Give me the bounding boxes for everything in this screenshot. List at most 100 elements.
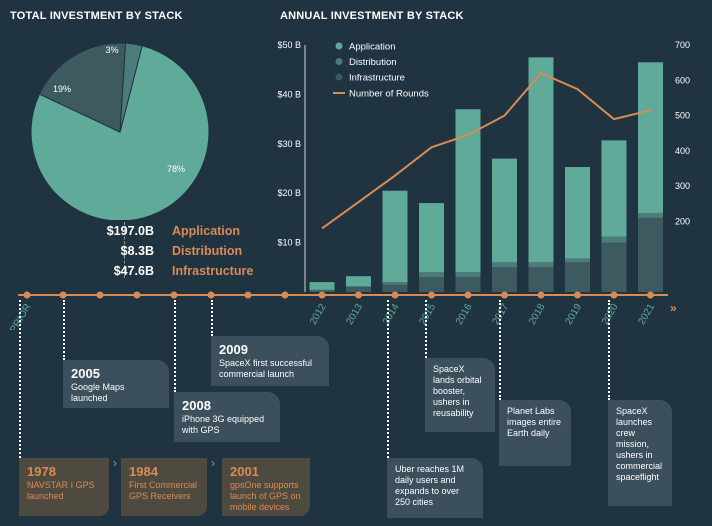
bar-infrastructure-2013: [346, 287, 371, 292]
legend-label: Application: [349, 42, 395, 53]
y2-tick-label: 200: [675, 216, 690, 226]
legend-swatch-distribution: [335, 58, 343, 65]
summary-value: $47.6B: [113, 264, 154, 278]
bar-application-2021: [638, 62, 663, 213]
timeline-dot: [501, 291, 508, 299]
bar-infrastructure-2019: [565, 262, 590, 292]
bar-application-2017: [492, 158, 517, 263]
chevron-right-icon: ›: [211, 456, 215, 470]
y2-tick-label: 700: [675, 40, 690, 50]
event-1984: 1984 First Commercial GPS Receivers: [121, 458, 207, 516]
event-text: Google Maps launched: [71, 382, 125, 403]
bar-application-2019: [565, 167, 590, 259]
event-2020: SpaceX launches crew mission, ushers in …: [608, 400, 672, 506]
bar-distribution-2017: [492, 262, 517, 268]
connector-2017: [499, 300, 501, 400]
event-text: iPhone 3G equipped with GPS: [182, 414, 265, 435]
y-tick-label: $30 B: [277, 139, 301, 149]
timeline-label: 2016: [454, 302, 475, 327]
summary-row-distribution: $8.3B Distribution: [40, 244, 243, 264]
bar-application-2012: [309, 282, 335, 290]
timeline-dot: [318, 291, 326, 299]
timeline-dot: [133, 291, 141, 299]
event-1978: 1978 NAVSTAR I GPS launched: [19, 458, 109, 516]
timeline-dot: [574, 291, 581, 299]
legend-label: Number of Rounds: [349, 89, 429, 100]
bar-title: ANNUAL INVESTMENT BY STACK: [280, 10, 464, 22]
event-year: 1984: [129, 464, 158, 479]
timeline-dot: [428, 291, 435, 299]
bar-distribution-2014: [382, 282, 408, 285]
timeline-dot: [207, 291, 215, 299]
summary-row-application: $197.0B Application: [40, 224, 240, 244]
summary-label: Application: [172, 224, 241, 238]
timeline-dot: [170, 291, 178, 299]
pie-value-label: 78%: [167, 164, 185, 174]
y2-tick-label: 600: [675, 75, 690, 85]
event-2001: 2001 gpsOne supports launch of GPS on mo…: [222, 458, 310, 516]
event-2008: 2008 iPhone 3G equipped with GPS: [174, 392, 280, 442]
y-tick-label: $50 B: [277, 40, 301, 50]
timeline-label: 2015: [417, 302, 438, 327]
bar-distribution-2016: [455, 272, 481, 278]
bar-infrastructure-2021: [638, 217, 663, 292]
pie-title: TOTAL INVESTMENT BY STACK: [10, 10, 183, 22]
bar-distribution-2018: [528, 262, 554, 268]
event-text: SpaceX launches crew mission, ushers in …: [616, 406, 663, 482]
bar-distribution-2013: [346, 286, 371, 288]
timeline-dot: [281, 291, 289, 299]
timeline-dot: [59, 291, 67, 299]
summary-value: $197.0B: [106, 224, 154, 238]
timeline-label: 2021: [636, 302, 657, 327]
pie-slice-application: [30, 45, 210, 220]
pie-chart: 78% 3% 19%: [30, 42, 210, 220]
event-text: SpaceX lands orbital booster, ushers in …: [433, 364, 482, 418]
timeline-dot: [647, 291, 654, 299]
event-year: 1978: [27, 464, 56, 479]
pie-value-label: 19%: [53, 84, 71, 94]
bar-application-2020: [601, 140, 627, 237]
bar-distribution-2019: [565, 258, 590, 263]
timeline-label: 2019: [563, 302, 584, 327]
event-2009: 2009 SpaceX first successful commercial …: [211, 336, 329, 386]
legend-swatch-application: [335, 42, 343, 50]
connector-2015: [425, 300, 427, 358]
event-year: 2005: [71, 366, 100, 381]
bar-infrastructure-2016: [455, 277, 481, 292]
connector-2008: [174, 300, 176, 392]
timeline-dot: [610, 291, 618, 299]
event-2014: Uber reaches 1M daily users and expands …: [387, 458, 483, 518]
rounds-line: [321, 72, 651, 230]
connector-2009: [211, 300, 213, 336]
legend-swatch-infrastructure: [335, 73, 343, 81]
event-text: SpaceX first successful commercial launc…: [219, 358, 313, 379]
timeline-dot: [391, 291, 399, 299]
timeline-dot: [23, 291, 31, 299]
summary-row-infrastructure: $47.6B Infrastructure: [40, 264, 254, 284]
bar-application-2013: [346, 276, 371, 287]
timeline-label: 2013: [344, 302, 365, 327]
y2-tick-label: 400: [675, 146, 690, 156]
legend-label: Distribution: [349, 57, 397, 68]
bar-infrastructure-2015: [419, 277, 444, 292]
bar-distribution-2020: [601, 236, 627, 243]
timeline-dot: [96, 291, 104, 299]
timeline-dot: [244, 291, 252, 299]
event-text: First Commercial GPS Receivers: [129, 480, 198, 501]
chevron-right-icon: ›: [113, 456, 117, 470]
pie-slice-infrastructure: [38, 42, 127, 133]
pie-value-label: 3%: [105, 45, 118, 55]
bar-application-2018: [528, 57, 554, 263]
y-tick-label: $20 B: [277, 188, 301, 198]
bar-application-2014: [382, 190, 408, 283]
event-2017: Planet Labs images entire Earth daily: [499, 400, 571, 466]
y-tick-label: $40 B: [277, 89, 301, 99]
summary-label: Infrastructure: [172, 264, 254, 278]
y2-tick-label: 300: [675, 181, 690, 191]
event-text: gpsOne supports launch of GPS on mobile …: [230, 480, 301, 512]
event-2005: 2005 Google Maps launched: [63, 360, 169, 408]
event-text: Uber reaches 1M daily users and expands …: [395, 464, 465, 507]
bar-infrastructure-2018: [528, 267, 554, 292]
bar-infrastructure-2020: [601, 242, 627, 292]
timeline-label: 2012: [308, 302, 329, 327]
